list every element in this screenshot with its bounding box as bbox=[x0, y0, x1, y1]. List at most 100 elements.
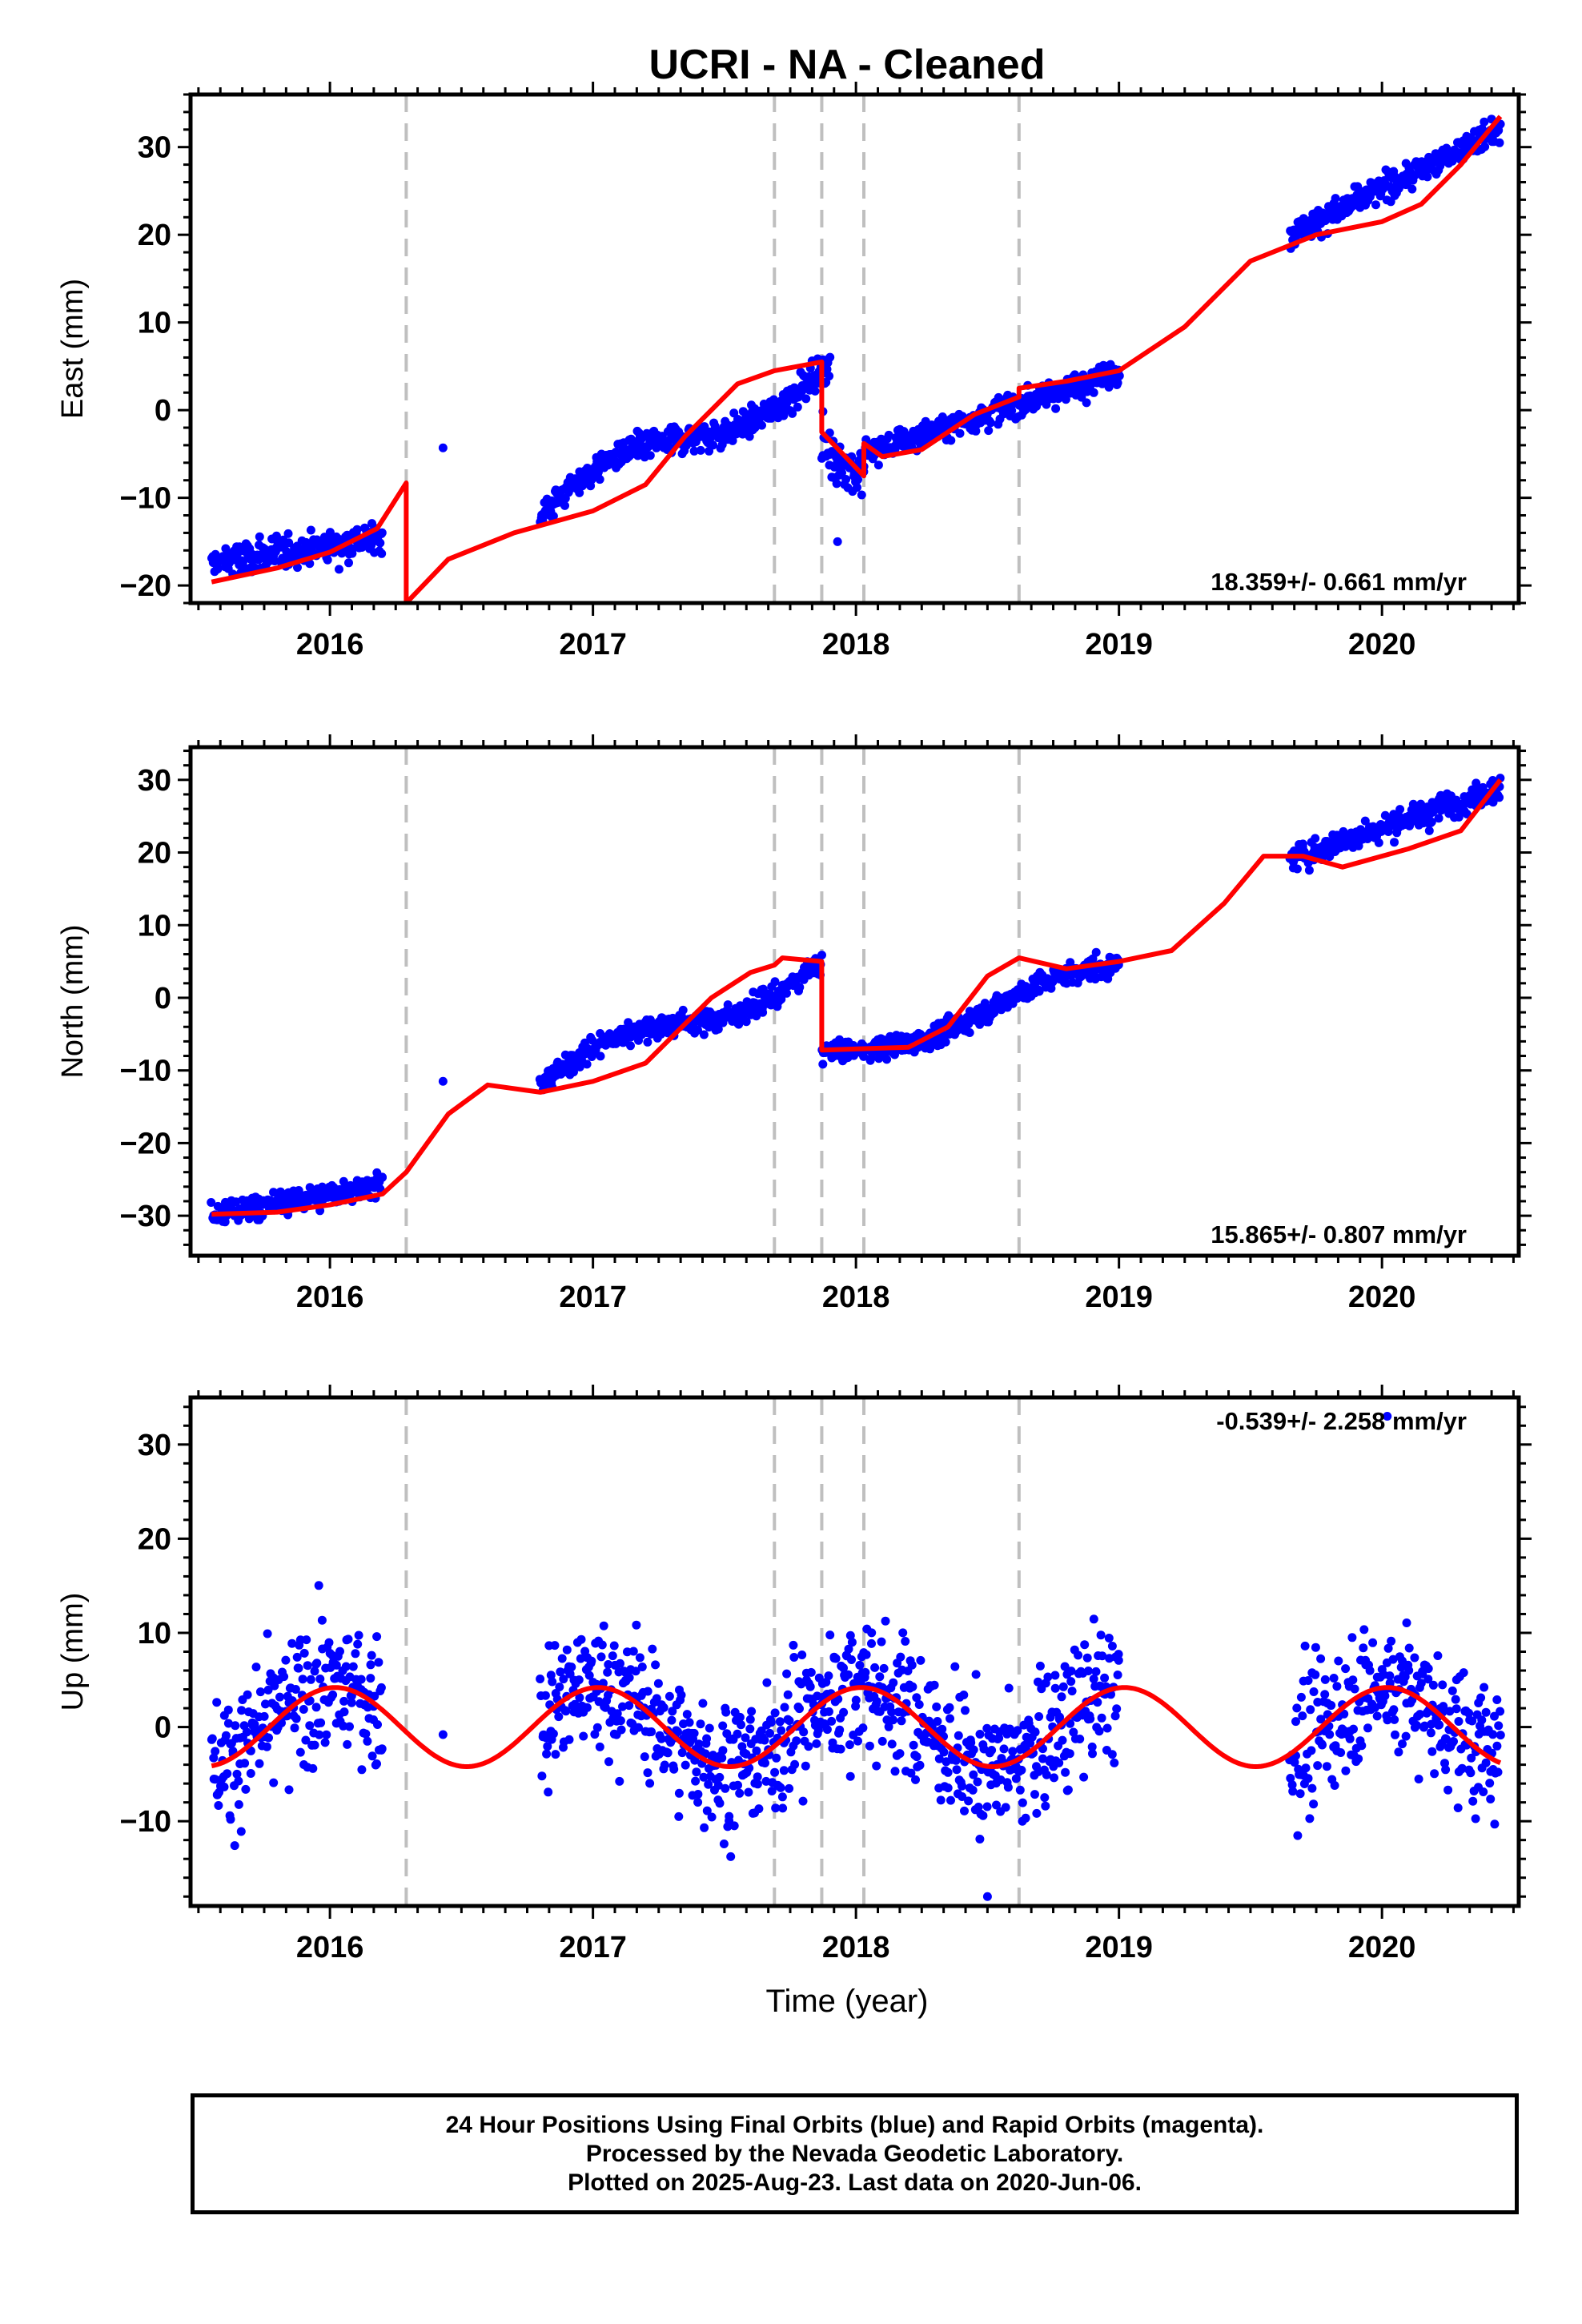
data-point bbox=[762, 1678, 772, 1687]
data-point bbox=[223, 1769, 232, 1779]
data-point bbox=[733, 1729, 742, 1739]
data-point bbox=[287, 1638, 297, 1648]
data-point bbox=[306, 525, 315, 535]
data-point bbox=[595, 475, 604, 485]
data-point bbox=[1096, 1630, 1106, 1640]
data-point bbox=[640, 1752, 649, 1762]
panel-north: 2016 2017 2018 2019 2020 −30 −20 −10 0 10 20 30 Nort… bbox=[56, 734, 1532, 1314]
data-point bbox=[221, 1731, 231, 1740]
data-point bbox=[616, 1716, 625, 1726]
data-point bbox=[609, 1641, 619, 1651]
data-point bbox=[861, 1667, 870, 1677]
data-point bbox=[261, 1699, 270, 1709]
data-point bbox=[1441, 1765, 1451, 1775]
data-point bbox=[715, 1799, 725, 1808]
y-tick-label: 30 bbox=[138, 1429, 171, 1462]
data-point bbox=[377, 1744, 387, 1754]
data-point bbox=[1330, 1781, 1339, 1790]
data-point bbox=[555, 1683, 564, 1691]
data-point bbox=[1359, 1643, 1368, 1653]
data-point bbox=[1440, 1759, 1449, 1768]
data-point bbox=[1320, 1675, 1330, 1684]
data-point bbox=[952, 1765, 962, 1775]
data-point bbox=[303, 1661, 312, 1671]
data-point bbox=[618, 1702, 627, 1711]
data-point bbox=[872, 1761, 881, 1771]
data-point bbox=[777, 1792, 787, 1802]
data-point bbox=[914, 1700, 924, 1709]
data-point bbox=[693, 1025, 702, 1035]
data-point bbox=[713, 1024, 723, 1034]
data-point bbox=[1443, 1785, 1453, 1795]
x-tick-label: 2019 bbox=[1085, 1281, 1153, 1314]
footer-line-2: Processed by the Nevada Geodetic Laborat… bbox=[585, 2141, 1124, 2167]
data-point bbox=[1003, 1783, 1013, 1792]
data-point bbox=[861, 1650, 871, 1659]
data-point bbox=[1423, 1675, 1433, 1684]
data-point bbox=[226, 1815, 235, 1824]
x-tick-label: 2017 bbox=[559, 1931, 627, 1964]
data-point bbox=[875, 1672, 885, 1682]
data-point bbox=[557, 1654, 567, 1663]
data-point bbox=[209, 1753, 219, 1763]
data-point bbox=[315, 1675, 325, 1683]
data-point bbox=[1398, 1739, 1407, 1749]
data-point bbox=[853, 483, 861, 493]
data-point bbox=[214, 1801, 223, 1810]
x-tick-label: 2019 bbox=[1085, 628, 1153, 661]
data-point bbox=[855, 1660, 865, 1670]
data-point bbox=[946, 1714, 954, 1723]
data-point bbox=[1430, 1769, 1439, 1779]
data-point bbox=[587, 1656, 596, 1666]
data-point bbox=[718, 1746, 728, 1755]
data-point bbox=[690, 1755, 700, 1765]
plot-frame bbox=[188, 1395, 1521, 1908]
y-tick-label: 10 bbox=[138, 307, 171, 340]
data-point bbox=[982, 1892, 992, 1901]
data-point bbox=[1094, 1727, 1104, 1736]
data-point bbox=[745, 1724, 755, 1734]
data-point bbox=[559, 1675, 568, 1684]
data-point bbox=[1007, 406, 1017, 416]
data-point bbox=[986, 418, 995, 428]
data-point bbox=[240, 1759, 250, 1768]
data-point bbox=[1468, 1716, 1477, 1726]
data-point bbox=[858, 1723, 868, 1733]
data-point bbox=[760, 1735, 769, 1745]
data-point bbox=[788, 408, 797, 418]
data-point bbox=[1300, 1641, 1310, 1651]
data-point bbox=[1359, 1625, 1369, 1634]
data-point bbox=[264, 1733, 273, 1743]
data-points bbox=[207, 115, 1505, 579]
data-point bbox=[584, 1671, 594, 1680]
data-point bbox=[1479, 1787, 1488, 1796]
data-point bbox=[992, 1800, 1001, 1810]
data-point bbox=[700, 1823, 709, 1832]
data-point bbox=[1415, 1710, 1425, 1719]
data-point bbox=[839, 1663, 848, 1673]
data-point bbox=[833, 537, 842, 546]
data-point bbox=[375, 538, 385, 548]
data-point bbox=[839, 1707, 849, 1717]
data-point bbox=[626, 1041, 635, 1051]
data-point bbox=[1411, 1720, 1421, 1730]
data-point bbox=[310, 1740, 319, 1750]
data-point bbox=[1471, 1814, 1480, 1823]
data-point bbox=[797, 1651, 807, 1659]
data-point bbox=[1345, 1734, 1355, 1743]
data-point bbox=[975, 1730, 985, 1739]
data-point bbox=[363, 1736, 372, 1746]
data-point bbox=[546, 1671, 556, 1680]
data-point bbox=[367, 1751, 377, 1761]
data-point bbox=[982, 1723, 992, 1733]
data-point bbox=[1404, 1666, 1414, 1675]
data-point bbox=[916, 1655, 926, 1665]
data-point bbox=[854, 456, 864, 465]
data-point bbox=[1301, 1763, 1311, 1773]
data-point bbox=[1454, 812, 1464, 822]
data-point bbox=[1290, 1758, 1299, 1767]
data-point bbox=[1322, 1762, 1331, 1771]
y-tick-label: −10 bbox=[120, 482, 171, 516]
data-point bbox=[343, 1739, 352, 1749]
data-point bbox=[1480, 1683, 1489, 1692]
